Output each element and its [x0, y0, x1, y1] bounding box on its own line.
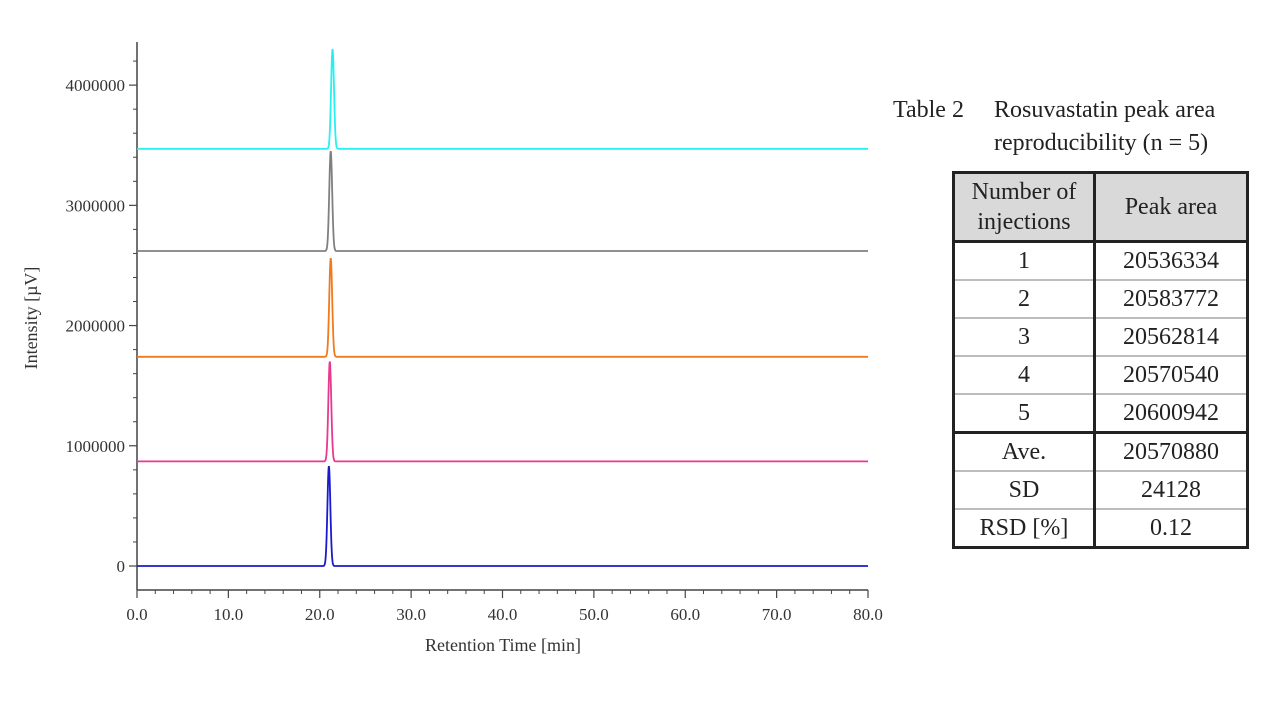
x-tick-label: 20.0 [305, 605, 335, 624]
summary-label: RSD [%] [953, 508, 1096, 548]
reproducibility-table-container: Number of injections Peak area 1 2053633… [952, 171, 1249, 549]
x-tick-label: 0.0 [126, 605, 147, 624]
peak-area-value: 20536334 [1094, 240, 1248, 280]
summary-row-sd: SD 24128 [953, 470, 1248, 509]
x-tick-label: 40.0 [488, 605, 518, 624]
injection-number: 1 [953, 240, 1096, 280]
x-tick-label: 10.0 [214, 605, 244, 624]
y-tick-label: 2000000 [66, 317, 126, 336]
summary-value: 0.12 [1094, 508, 1248, 548]
injection-number: 5 [953, 393, 1096, 433]
summary-value: 24128 [1094, 470, 1248, 509]
summary-row-rsd: RSD [%] 0.12 [953, 508, 1248, 548]
x-tick-label: 80.0 [853, 605, 883, 624]
chromatogram-trace-3 [137, 258, 868, 358]
table-row: 4 20570540 [953, 355, 1248, 394]
peak-area-value: 20562814 [1094, 317, 1248, 356]
y-tick-label: 3000000 [66, 196, 126, 215]
chart-traces [137, 48, 868, 567]
chromatogram-trace-5 [137, 48, 868, 150]
chart-axes: 0.0 10.0 20.0 30.0 40.0 50.0 60.0 70.0 80.0 0 1000… [66, 42, 883, 624]
x-tick-label: 60.0 [670, 605, 700, 624]
header-injections: Number of injections [953, 172, 1096, 243]
table-caption-text: Rosuvastatin peak area reproducibility (… [994, 97, 1216, 156]
table-row: 5 20600942 [953, 393, 1248, 433]
injection-number: 4 [953, 355, 1096, 394]
summary-value: 20570880 [1094, 431, 1248, 471]
x-tick-label: 30.0 [396, 605, 426, 624]
summary-label: Ave. [953, 431, 1096, 471]
peak-area-value: 20570540 [1094, 355, 1248, 394]
y-tick-label: 4000000 [66, 76, 126, 95]
x-axis-title: Retention Time [min] [425, 635, 581, 655]
injection-number: 3 [953, 317, 1096, 356]
y-tick-label: 0 [117, 557, 126, 576]
chromatogram-trace-4 [137, 151, 868, 252]
summary-label: SD [953, 470, 1096, 509]
y-tick-label: 1000000 [66, 437, 126, 456]
table-row: 3 20562814 [953, 317, 1248, 356]
x-tick-label: 70.0 [762, 605, 792, 624]
y-axis-title: Intensity [µV] [21, 267, 41, 370]
peak-area-value: 20583772 [1094, 279, 1248, 318]
injection-number: 2 [953, 279, 1096, 318]
chromatogram-chart: 0.0 10.0 20.0 30.0 40.0 50.0 60.0 70.0 80.0 0 1000… [21, 42, 883, 655]
reproducibility-table: Number of injections Peak area 1 2053633… [952, 171, 1249, 549]
table-row: 1 20536334 [953, 240, 1248, 280]
peak-area-value: 20600942 [1094, 393, 1248, 433]
header-peak-area: Peak area [1094, 172, 1248, 243]
chromatogram-trace-1 [137, 466, 868, 567]
table-header-row: Number of injections Peak area [953, 172, 1248, 243]
table-caption-label: Table 2 [893, 97, 964, 123]
chromatogram-trace-2 [137, 361, 868, 463]
table-row: 2 20583772 [953, 279, 1248, 318]
summary-row-average: Ave. 20570880 [953, 431, 1248, 471]
x-tick-label: 50.0 [579, 605, 609, 624]
